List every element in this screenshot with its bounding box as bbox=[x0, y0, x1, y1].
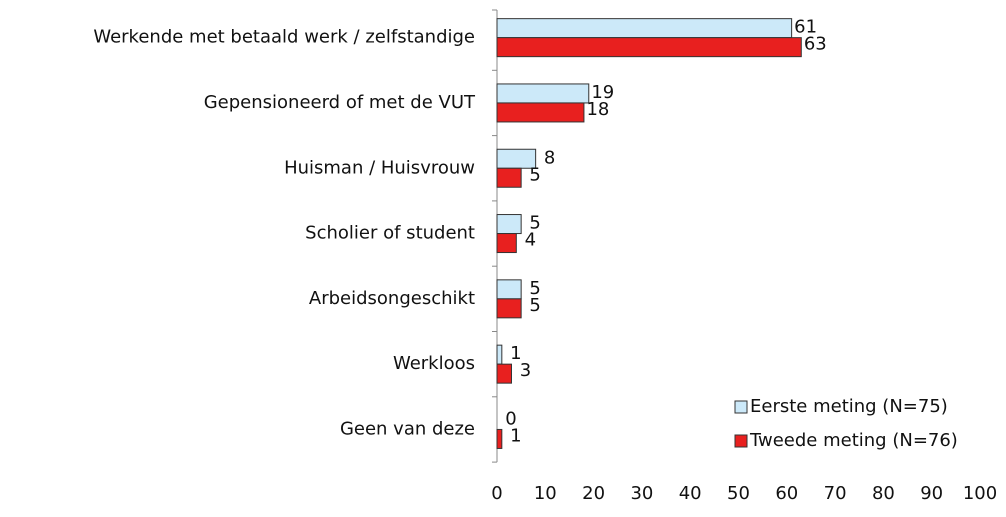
value-label: 4 bbox=[525, 230, 536, 251]
x-tick-label: 70 bbox=[824, 483, 847, 504]
value-label: 8 bbox=[544, 147, 555, 168]
x-tick-label: 60 bbox=[775, 483, 798, 504]
bar bbox=[496, 102, 585, 123]
bar bbox=[496, 298, 522, 319]
bar bbox=[496, 344, 503, 365]
legend-swatch bbox=[734, 400, 748, 414]
value-label: 5 bbox=[529, 164, 540, 185]
y-tick-label: Geen van deze bbox=[340, 418, 475, 439]
value-label: 18 bbox=[586, 99, 609, 120]
x-tick-label: 30 bbox=[630, 483, 653, 504]
value-label: 3 bbox=[520, 360, 531, 381]
x-tick-label: 50 bbox=[727, 483, 750, 504]
x-tick-label: 40 bbox=[679, 483, 702, 504]
legend-swatch bbox=[734, 434, 748, 448]
value-label: 5 bbox=[529, 213, 540, 234]
x-tick-label: 20 bbox=[582, 483, 605, 504]
y-tick-label: Werkloos bbox=[393, 353, 475, 374]
value-label: 5 bbox=[529, 278, 540, 299]
value-label: 5 bbox=[529, 295, 540, 316]
x-tick-label: 0 bbox=[491, 483, 502, 504]
value-label: 19 bbox=[591, 82, 614, 103]
x-tick-label: 90 bbox=[920, 483, 943, 504]
value-label: 1 bbox=[510, 343, 521, 364]
bar bbox=[496, 363, 512, 384]
value-label: 1 bbox=[510, 425, 521, 446]
bar bbox=[496, 233, 517, 254]
bar bbox=[496, 167, 522, 188]
bar bbox=[496, 279, 522, 300]
bar bbox=[496, 428, 503, 449]
x-tick-label: 100 bbox=[963, 483, 997, 504]
y-tick-label: Arbeidsongeschikt bbox=[309, 288, 475, 309]
x-tick-label: 10 bbox=[534, 483, 557, 504]
value-label: 63 bbox=[804, 34, 827, 55]
bar bbox=[496, 37, 802, 58]
y-tick-label: Huisman / Huisvrouw bbox=[284, 157, 475, 178]
bar bbox=[496, 18, 793, 39]
y-tick-label: Werkende met betaald werk / zelfstandige bbox=[93, 27, 475, 48]
x-tick-label: 80 bbox=[872, 483, 895, 504]
y-tick-label: Scholier of student bbox=[305, 223, 475, 244]
value-label: 61 bbox=[794, 17, 817, 38]
legend-label: Tweede meting (N=76) bbox=[749, 430, 958, 451]
bar bbox=[496, 214, 522, 235]
value-label: 0 bbox=[505, 408, 516, 429]
bar bbox=[496, 83, 590, 104]
y-tick-label: Gepensioneerd of met de VUT bbox=[204, 92, 476, 113]
legend-label: Eerste meting (N=75) bbox=[750, 396, 948, 417]
